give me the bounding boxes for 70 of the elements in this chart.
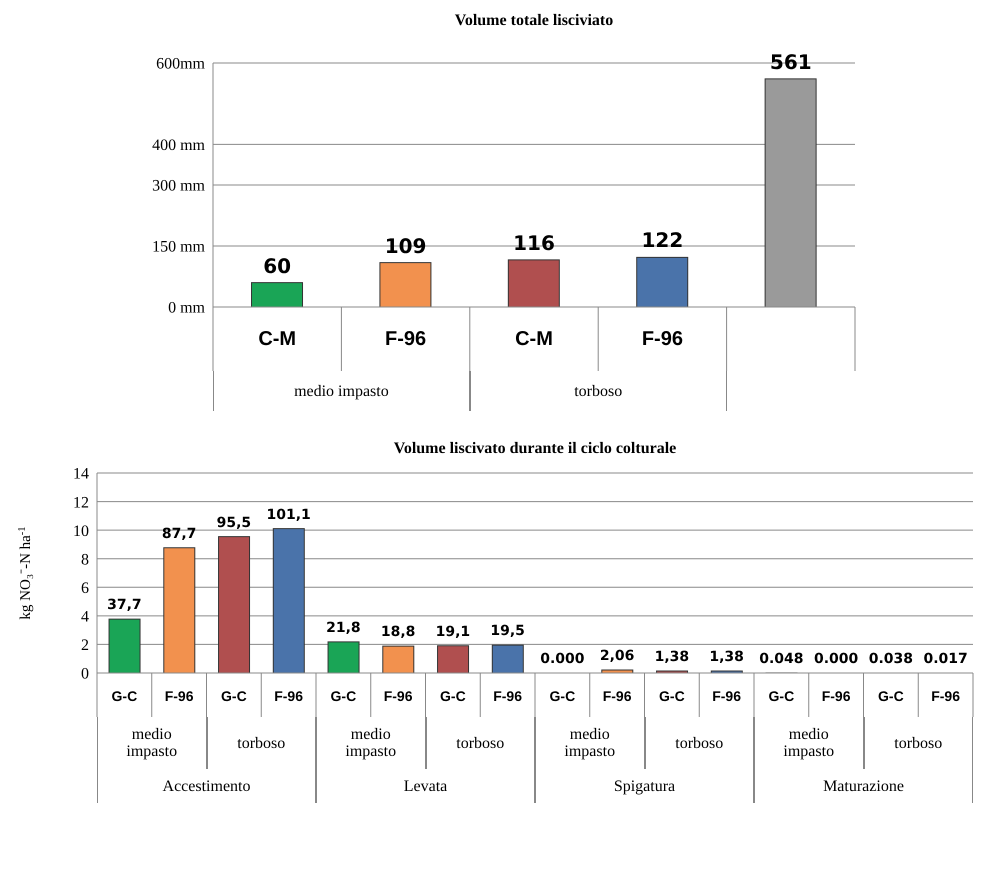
data-label: 561 xyxy=(768,50,813,74)
data-label: 0.048 xyxy=(758,650,805,667)
data-label: 1,38 xyxy=(654,649,690,666)
y-tick-label: 0 mm xyxy=(168,300,206,317)
y-tick-label: 300 mm xyxy=(152,178,206,195)
y-tick-label: 6 xyxy=(81,580,89,597)
data-label: 116 xyxy=(512,230,556,255)
x-tick-label: G-C xyxy=(112,688,138,704)
y-tick-label: 10 xyxy=(73,522,89,540)
y-tick-label: 400 mm xyxy=(152,137,206,154)
x-tick-label: G-C xyxy=(550,688,576,704)
y-tick-label: 0 xyxy=(81,666,89,683)
y-tick-label: 14 xyxy=(73,466,89,483)
text: Levata xyxy=(404,778,448,794)
text: torboso xyxy=(894,734,942,752)
x-tick-label: C-M xyxy=(258,328,296,350)
text: torboso xyxy=(574,382,622,400)
y-tick-label: 4 xyxy=(81,608,89,626)
chart-title: Volume liscivato durante il ciclo colturale xyxy=(392,440,678,458)
x-tick-label: F-96 xyxy=(931,688,960,704)
text: medio impasto xyxy=(344,726,398,760)
x-tick-label: G-C xyxy=(878,688,904,704)
data-label: 0.038 xyxy=(868,650,914,667)
x-tick-label: F-96 xyxy=(602,688,632,704)
data-label: 2,06 xyxy=(598,648,636,664)
x-tick-label: F-96 xyxy=(164,688,194,704)
text: medio impasto xyxy=(125,726,178,760)
text: Accestimento xyxy=(162,778,250,794)
text: medio impasto xyxy=(563,726,616,760)
text: Maturazione xyxy=(823,778,904,794)
text: Spigatura xyxy=(614,778,676,794)
data-label: 60 xyxy=(262,254,292,278)
text: torboso xyxy=(675,734,724,752)
x-tick-label: F-96 xyxy=(274,688,304,704)
text: medio impasto xyxy=(782,726,836,760)
data-label: 37,7 xyxy=(106,597,143,614)
y-tick-label: 600mm xyxy=(156,56,206,73)
y-tick-label: 12 xyxy=(73,494,89,512)
y-tick-label: 8 xyxy=(81,551,89,568)
data-label: 21,8 xyxy=(325,620,362,636)
x-tick-label: G-C xyxy=(221,688,247,704)
x-tick-label: F-96 xyxy=(384,688,413,704)
text: torboso xyxy=(456,734,504,752)
x-tick-label: C-M xyxy=(515,328,553,350)
data-label: 0.000 xyxy=(539,651,586,667)
x-tick-label: F-96 xyxy=(822,688,851,704)
x-tick-label: F-96 xyxy=(493,688,522,704)
data-label: 95,5 xyxy=(216,514,252,531)
data-label: 101,1 xyxy=(265,506,312,523)
chart-title: Volume totale lisciviato xyxy=(454,12,614,30)
x-tick-label: G-C xyxy=(330,688,356,704)
y-tick-label: 2 xyxy=(81,637,89,654)
x-tick-label: G-C xyxy=(440,688,466,704)
data-label: 0.000 xyxy=(812,651,860,667)
x-tick-label: G-C xyxy=(659,688,685,704)
data-label: 87,7 xyxy=(160,526,198,542)
data-label: 0.017 xyxy=(922,650,969,667)
text: medio impasto xyxy=(294,382,389,400)
data-label: 19,5 xyxy=(489,623,526,640)
x-tick-label: G-C xyxy=(768,688,794,704)
data-label: 1,38 xyxy=(708,649,745,666)
y-tick-label: 150 mm xyxy=(152,238,206,256)
data-label: 18,8 xyxy=(380,624,416,640)
text: torboso xyxy=(237,734,286,752)
x-tick-label: F-96 xyxy=(642,328,683,350)
data-label: 122 xyxy=(640,228,684,252)
x-tick-label: F-96 xyxy=(712,688,742,704)
data-label: 19,1 xyxy=(434,624,472,640)
x-tick-label: F-96 xyxy=(385,328,426,350)
data-label: 109 xyxy=(384,234,428,258)
